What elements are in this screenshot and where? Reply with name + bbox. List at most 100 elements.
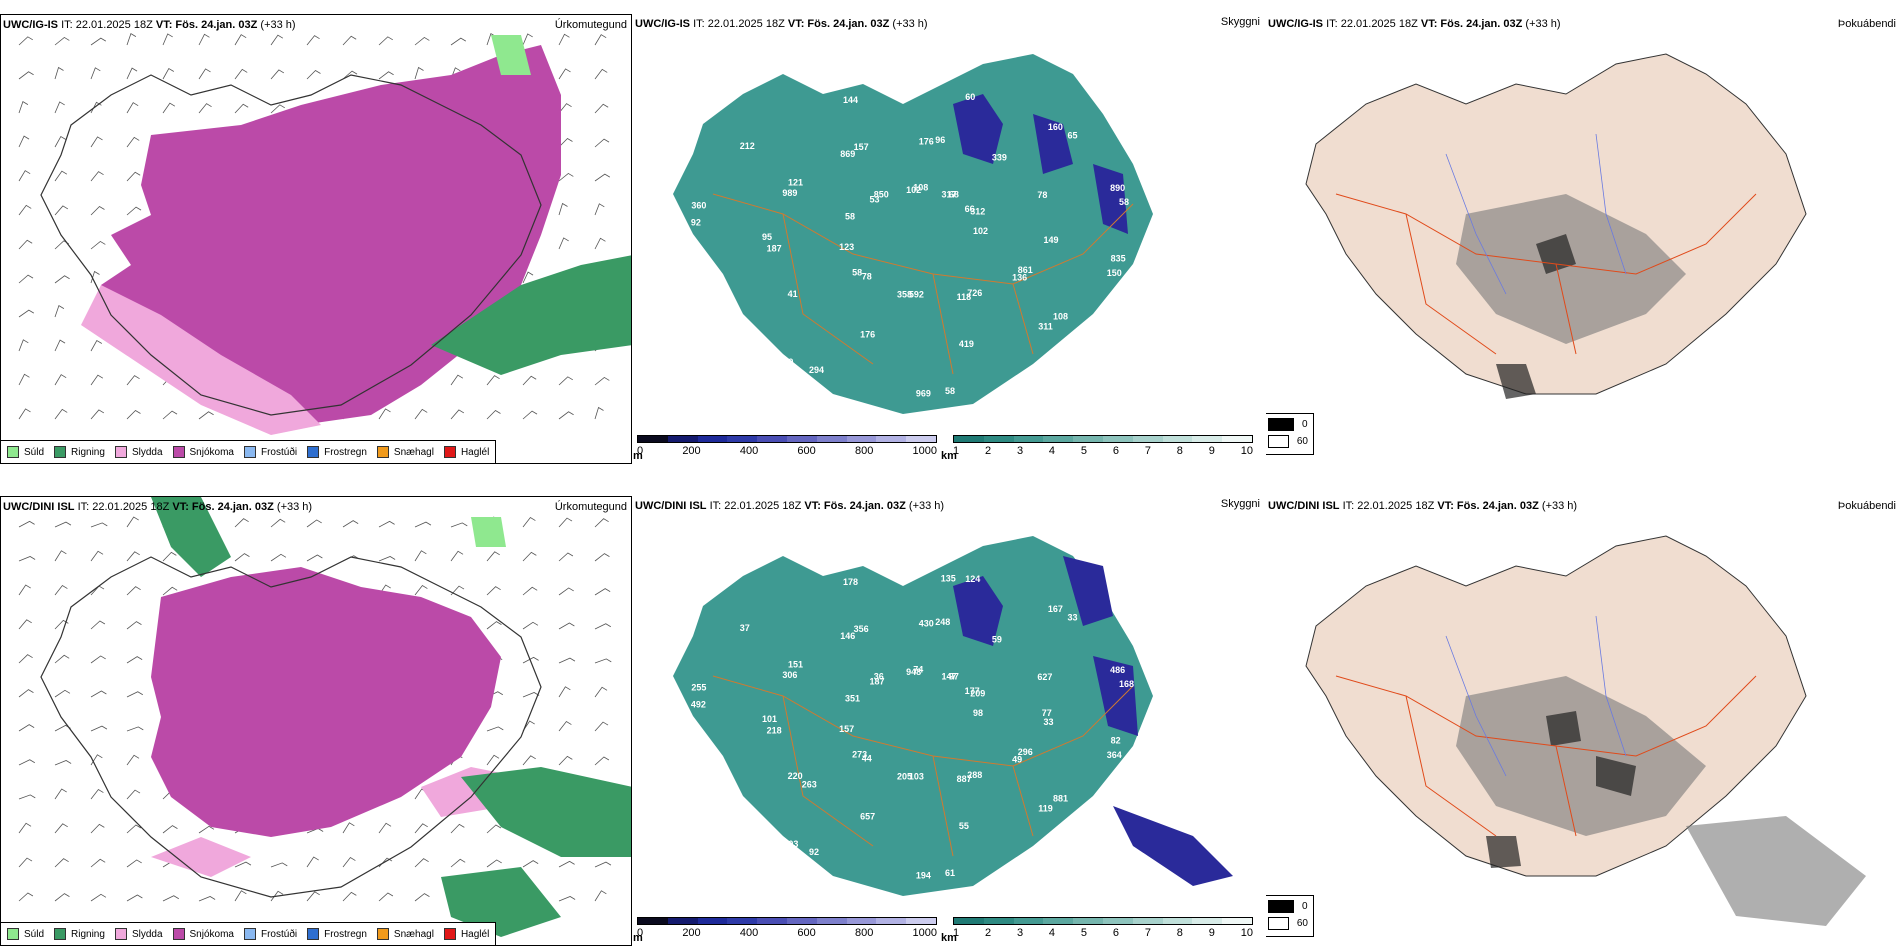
wind-barb	[90, 823, 105, 834]
colorbar-tick: 800	[854, 445, 874, 457]
wind-barb	[558, 202, 568, 216]
wind-barb	[18, 619, 32, 630]
visibility-value-label: 492	[691, 700, 706, 710]
wind-barb	[54, 788, 67, 800]
wind-barb	[54, 135, 67, 148]
wind-barb	[342, 520, 359, 528]
wind-barb	[486, 375, 500, 386]
wind-barb	[90, 136, 103, 148]
visibility-value-label: 58	[845, 211, 855, 221]
rain-area	[151, 497, 631, 937]
legend-item: Frostúði	[243, 446, 297, 458]
wind-barb	[270, 69, 285, 80]
low-visibility-area	[953, 94, 1128, 234]
visibility-value-label: 364	[1107, 750, 1122, 760]
wind-barb	[594, 553, 610, 562]
visibility-value-label: 98	[973, 708, 983, 718]
lead-time: (+33 h)	[1525, 18, 1561, 30]
legend-item: Snæhagl	[376, 446, 434, 458]
wind-barb	[198, 33, 210, 46]
colorbar-tick: 6	[1112, 927, 1119, 939]
wind-barb	[18, 892, 34, 902]
colorbar-tick: 400	[739, 927, 759, 939]
visibility-map-bottom: 98 273 248 119 255 209 205 356 364 154 97 887 151 168…	[673, 536, 1233, 896]
visibility-value-label: 147	[942, 672, 957, 682]
wind-barb	[594, 376, 610, 386]
visibility-value-label: 177	[965, 686, 980, 696]
visibility-value-label: 389	[1194, 206, 1209, 216]
legend-item: Frostregn	[307, 446, 367, 458]
visibility-labels: 98 273 248 119 255 209 205 356 364 154 97 887 151 168…	[691, 573, 1204, 880]
wind-barb	[18, 689, 34, 698]
legend-item: Haglél	[443, 446, 489, 458]
model-name: UWC/IG-IS	[3, 19, 58, 31]
wind-barb	[414, 550, 427, 562]
colorbar-segment	[697, 918, 728, 924]
wind-barb	[18, 71, 34, 80]
wind-barb	[558, 411, 574, 420]
fog-legend-row: 0	[1268, 900, 1308, 913]
wind-barb	[18, 204, 32, 216]
wind-barb	[450, 585, 465, 596]
wind-barb	[234, 553, 250, 562]
visibility-value-label: 176	[919, 136, 934, 146]
wind-barb	[18, 135, 30, 148]
wind-barb	[270, 518, 286, 528]
wind-barb	[126, 67, 138, 80]
wind-barb	[342, 822, 355, 834]
colorbar-segment	[667, 918, 698, 924]
panel-label: Úrkomutegund	[554, 19, 627, 31]
roads	[712, 675, 1134, 857]
rain-area	[431, 255, 631, 375]
legend-item: Súld	[7, 928, 44, 940]
colorbar-segment	[727, 436, 758, 442]
colorbar-tick: 10	[1240, 927, 1253, 939]
wind-barb	[306, 70, 321, 80]
legend-label: Snjókoma	[189, 928, 234, 940]
panel-title: UWC/DINI ISL IT: 22.01.2025 18Z VT: Fös.…	[1268, 500, 1577, 512]
model-name: UWC/DINI ISL	[3, 501, 75, 513]
colorbar-segment	[1162, 436, 1193, 442]
colorbar-segment	[1222, 436, 1252, 442]
legend-label: Frostregn	[324, 928, 367, 940]
wind-barb	[126, 102, 139, 114]
wind-barb	[558, 896, 576, 902]
wind-barb	[234, 34, 247, 46]
roads	[1335, 193, 1757, 355]
wind-barb	[234, 103, 249, 114]
panel-label: Skyggni	[1220, 498, 1260, 510]
wind-barb	[54, 101, 65, 114]
visibility-labels: 102 58 96 311 360 312 358 157 150 46 68 118 121 58 39 1…	[691, 92, 1209, 398]
visibility-value-label: 430	[919, 618, 934, 628]
init-time: IT: 22.01.2025 18Z	[61, 19, 153, 31]
wind-barb	[522, 656, 539, 664]
colorbar-km: 1 2 3 4 5 6 7 8 9 10	[953, 435, 1253, 461]
wind-barb	[558, 552, 574, 562]
fog-legend-row: 60	[1268, 435, 1308, 448]
wind-barb	[522, 621, 539, 630]
visibility-value-label: 91	[715, 783, 725, 793]
legend-label: Slydda	[131, 446, 163, 458]
visibility-value-label: 92	[691, 218, 701, 228]
wind-barb	[414, 585, 428, 596]
legend-swatch	[7, 446, 19, 458]
wind-barb	[270, 104, 285, 114]
colorbar-segment	[1192, 436, 1223, 442]
wind-barb	[594, 756, 610, 766]
legend-label: Súld	[24, 446, 45, 458]
colorbar-km-ticks: 1 2 3 4 5 6 7 8 9 10	[953, 927, 1253, 939]
visibility-value-label: 255	[691, 682, 706, 692]
colorbar-tick: 7	[1144, 927, 1151, 939]
wind-barb	[54, 550, 67, 562]
colorbar-tick: 4	[1048, 445, 1056, 457]
colorbar-tick: 600	[797, 927, 816, 939]
valid-time: VT: Fös. 24.jan. 03Z	[1420, 18, 1523, 30]
colorbar-segment	[876, 436, 907, 442]
panel-title: UWC/IG-IS IT: 22.01.2025 18Z VT: Fös. 24…	[3, 19, 296, 31]
colorbar-segment	[1043, 436, 1074, 442]
wind-barb	[522, 410, 538, 420]
wind-barb	[18, 759, 35, 766]
wind-barb	[558, 657, 576, 664]
wind-barb	[594, 203, 605, 216]
visibility-value-label: 33	[1068, 613, 1078, 623]
